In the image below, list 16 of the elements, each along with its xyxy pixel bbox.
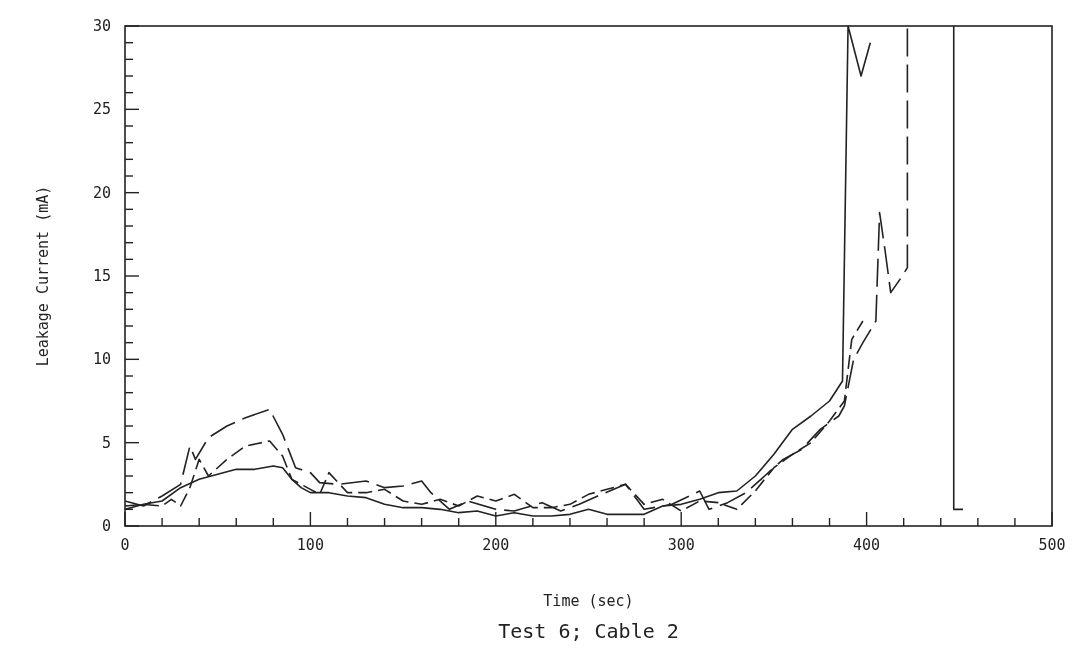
y-tick-label: 15 (92, 267, 111, 285)
y-axis-title: Leakage Current (mA) (34, 185, 52, 367)
text: Test 6; Cable 2 (498, 619, 679, 643)
y-tick-label: 5 (101, 433, 111, 452)
x-tick-label: 100 (296, 536, 324, 554)
x-axis-title: Time (sec) (543, 592, 634, 610)
x-tick-label: 400 (853, 536, 881, 554)
x-tick-label: 200 (482, 536, 510, 554)
y-tick-label: 20 (92, 183, 111, 202)
x-tick-label: 500 (1038, 536, 1066, 554)
x-tick-label: 300 (667, 536, 695, 554)
y-tick-label: 0 (101, 517, 111, 535)
y-tick-label: 30 (92, 17, 111, 35)
x-tick-label: 0 (120, 536, 130, 554)
y-tick-label: 10 (92, 350, 111, 369)
y-tick-label: 25 (92, 100, 111, 119)
